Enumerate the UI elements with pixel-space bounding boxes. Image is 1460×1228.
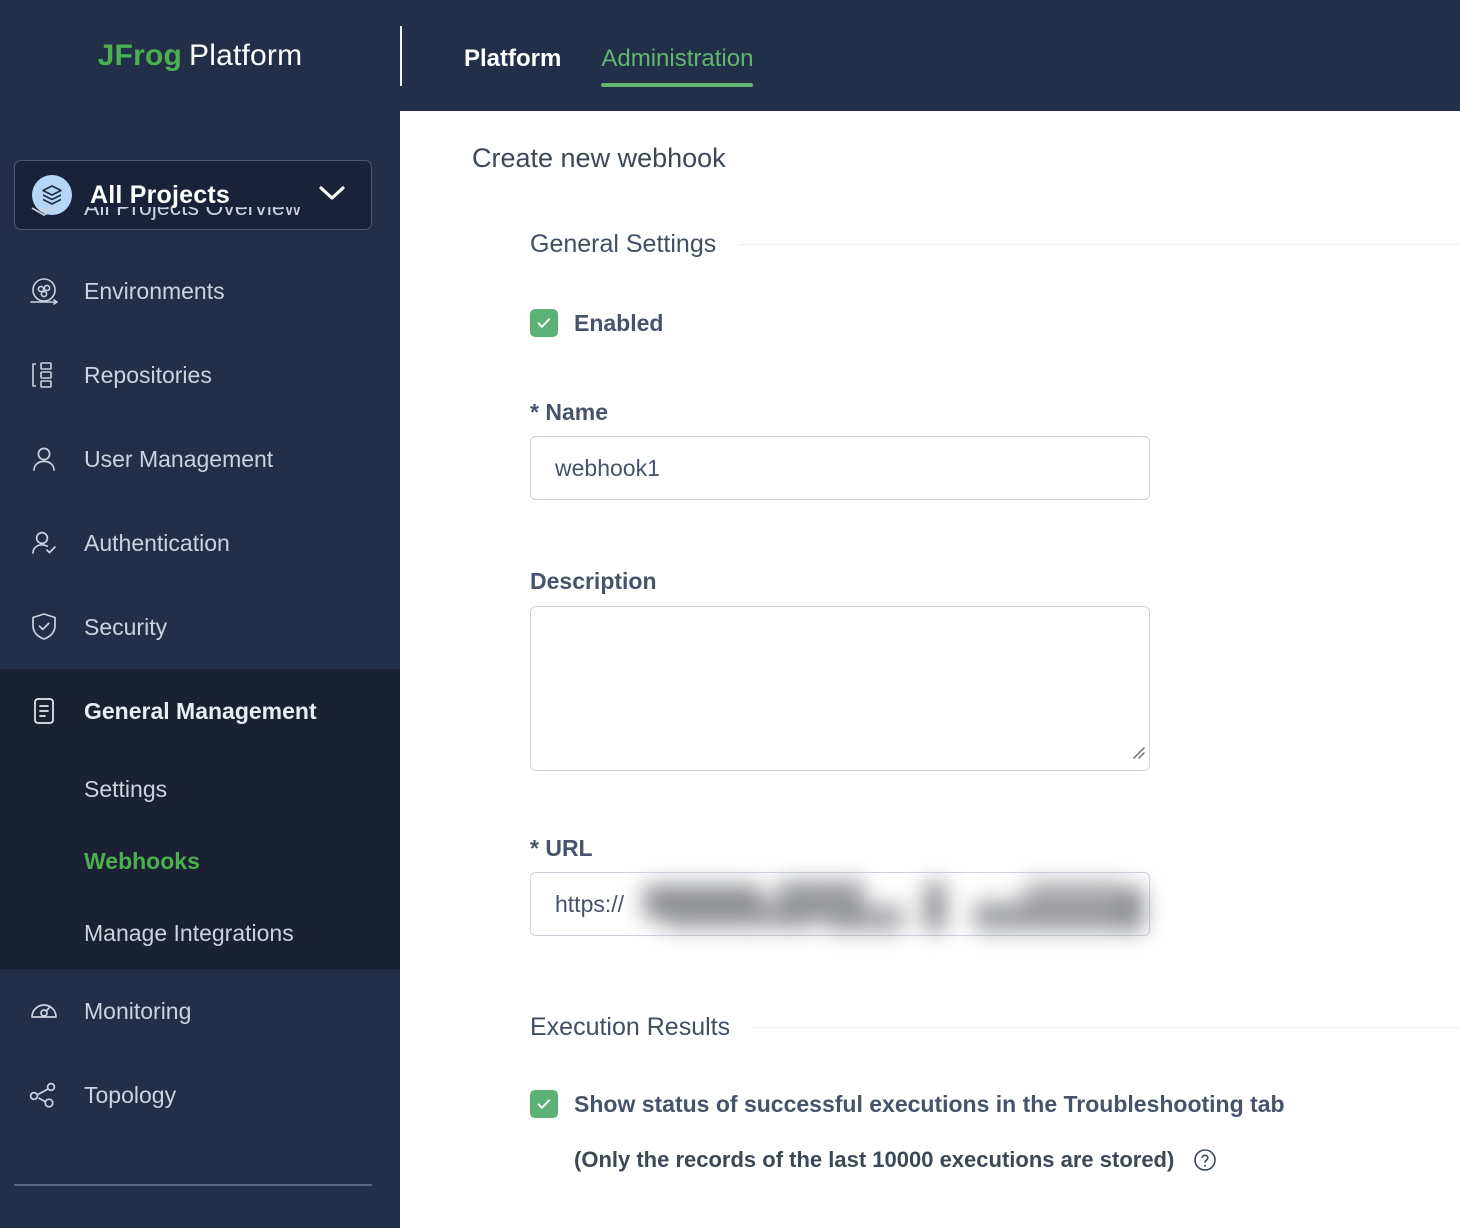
enabled-checkbox-row[interactable]: Enabled — [530, 309, 663, 337]
show-status-checkbox-row[interactable]: Show status of successful executions in … — [530, 1090, 1285, 1118]
brand-jfrog-text: JFrog — [97, 38, 183, 72]
sidebar-item-label: Repositories — [84, 361, 212, 388]
chevron-down-icon — [317, 184, 347, 207]
sidebar-subitem-label: Webhooks — [84, 847, 200, 874]
sidebar-item-repositories[interactable]: Repositories — [0, 333, 400, 417]
repositories-icon — [27, 358, 71, 392]
sidebar-item-environments[interactable]: Environments — [0, 249, 400, 333]
sidebar-item-label: Authentication — [84, 529, 230, 556]
sidebar-item-security[interactable]: Security — [0, 585, 400, 669]
user-icon — [27, 442, 71, 476]
brand-logo[interactable]: JFrog Platform — [0, 39, 400, 73]
section-general-settings: General Settings — [530, 230, 1460, 259]
sidebar-item-label: Topology — [84, 1081, 177, 1108]
description-field-label: Description — [530, 568, 657, 594]
sidebar-item-all-projects-overview[interactable]: All Projects Overview — [0, 207, 400, 249]
brand-platform-text: Platform — [189, 38, 303, 72]
url-field-label: * URL — [530, 835, 593, 861]
section-execution-results: Execution Results — [530, 1013, 1460, 1042]
sidebar-bottom-divider — [14, 1184, 372, 1186]
page-title: Create new webhook — [472, 143, 726, 173]
question-circle-icon[interactable] — [1192, 1147, 1218, 1173]
tab-administration[interactable]: Administration — [601, 0, 754, 111]
tab-platform-label: Platform — [464, 44, 562, 72]
execution-note-text: (Only the records of the last 10000 exec… — [574, 1147, 1175, 1172]
user-check-icon — [27, 526, 71, 560]
sidebar-item-label: User Management — [84, 445, 274, 472]
section-title: Execution Results — [530, 1013, 731, 1041]
enabled-checkbox-label: Enabled — [574, 310, 664, 336]
environments-icon — [27, 274, 71, 308]
shield-check-icon — [27, 610, 71, 644]
section-rule — [738, 244, 1460, 245]
sidebar: All Projects All Projects Overview — [0, 111, 400, 1228]
checkbox-checked-icon[interactable] — [530, 1090, 558, 1118]
sidebar-nav-list: All Projects Overview Environments — [0, 207, 400, 1137]
main-content: Create new webhook General Settings Enab… — [400, 111, 1460, 1228]
tab-administration-label: Administration — [601, 44, 754, 72]
url-input[interactable] — [530, 872, 1150, 936]
top-header-bar: JFrog Platform Platform Administration — [0, 0, 1460, 111]
sidebar-subitem-settings[interactable]: Settings — [0, 753, 400, 825]
sidebar-item-topology[interactable]: Topology — [0, 1053, 400, 1137]
sidebar-item-label: Environments — [84, 277, 225, 304]
sidebar-item-label: Monitoring — [84, 997, 192, 1024]
name-field-label: * Name — [530, 399, 608, 425]
sidebar-item-label: General Management — [84, 697, 317, 724]
sidebar-subitem-webhooks[interactable]: Webhooks — [0, 825, 400, 897]
sidebar-item-monitoring[interactable]: Monitoring — [0, 969, 400, 1053]
checkbox-checked-icon[interactable] — [530, 309, 558, 337]
sidebar-subitem-manage-integrations[interactable]: Manage Integrations — [0, 897, 400, 969]
sidebar-group-general-management: General Management Settings Webhooks Man… — [0, 669, 400, 969]
project-selector-label: All Projects — [90, 180, 230, 209]
execution-note-row: (Only the records of the last 10000 exec… — [574, 1147, 1218, 1173]
topology-icon — [27, 1078, 71, 1112]
overview-icon — [27, 207, 71, 245]
sidebar-item-user-management[interactable]: User Management — [0, 417, 400, 501]
name-input[interactable] — [530, 436, 1150, 500]
sidebar-item-authentication[interactable]: Authentication — [0, 501, 400, 585]
section-rule — [752, 1027, 1460, 1028]
show-status-checkbox-label: Show status of successful executions in … — [574, 1091, 1285, 1117]
sidebar-item-general-management[interactable]: General Management — [0, 669, 400, 753]
section-title: General Settings — [530, 230, 717, 258]
tab-platform[interactable]: Platform — [464, 0, 561, 111]
sidebar-subitem-label: Settings — [84, 775, 168, 802]
sidebar-item-label: Security — [84, 613, 168, 640]
sidebar-subitem-label: Manage Integrations — [84, 919, 294, 946]
header-nav-tabs: Platform Administration — [464, 0, 754, 111]
header-divider — [400, 25, 402, 86]
gauge-icon — [27, 994, 71, 1028]
description-textarea[interactable] — [530, 606, 1150, 771]
sidebar-item-label: All Projects Overview — [84, 207, 301, 221]
document-icon — [27, 694, 71, 728]
